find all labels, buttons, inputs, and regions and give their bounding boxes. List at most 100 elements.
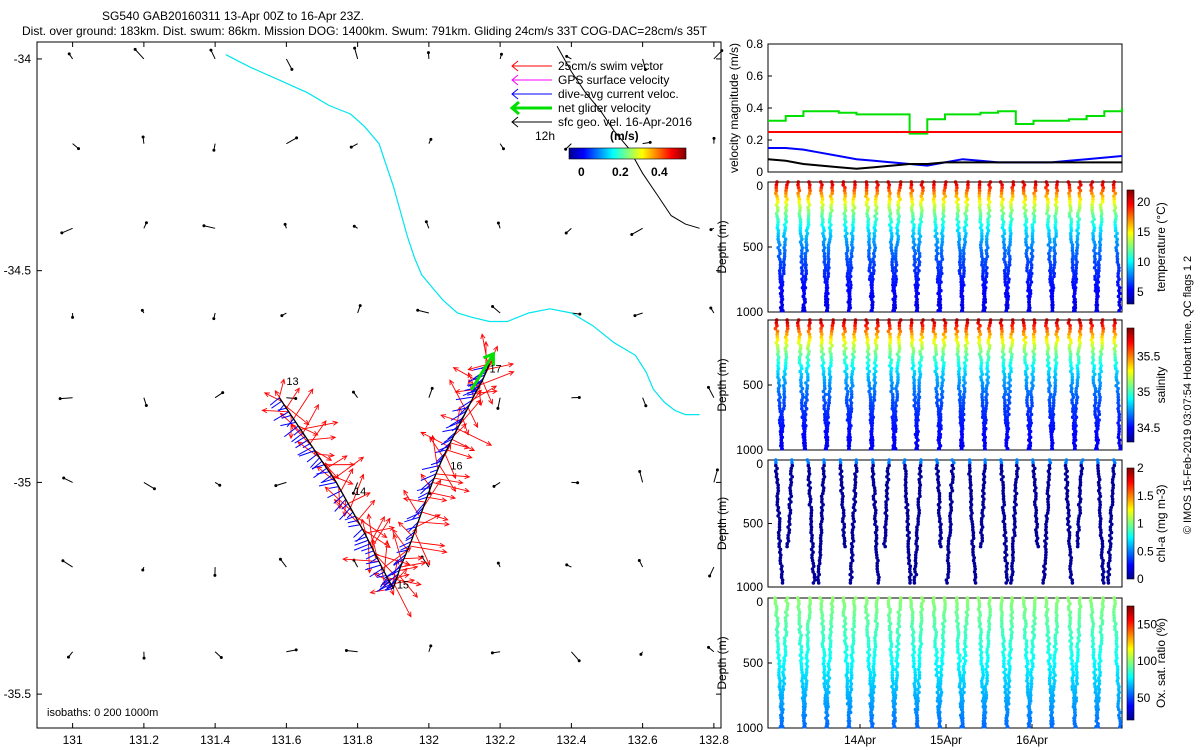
temperature-sample (896, 220, 901, 224)
sfc-geo-vector (428, 388, 433, 398)
chlorophyll-sample (785, 544, 789, 549)
temperature-sample (805, 231, 810, 236)
temperature-sample (843, 208, 848, 213)
temperature-sample (955, 185, 959, 190)
swim-vector (403, 557, 423, 560)
temperature-sample (1073, 286, 1078, 290)
sfc-geo-vector-head (294, 648, 298, 652)
swim-vector-head (261, 407, 268, 414)
chlorophyll-sample (780, 581, 785, 585)
swim-vector-head (464, 429, 470, 436)
salinity-colorbar-label: salinity (1154, 367, 1168, 404)
temperature-sample (1114, 214, 1118, 219)
temperature-sample (823, 303, 828, 307)
dac-vector (383, 573, 399, 586)
swim-vector-head (384, 539, 390, 546)
temperature-sample (983, 260, 988, 264)
temperature-sample (943, 183, 948, 187)
temperature-sample (847, 300, 852, 304)
swim-vector-head (332, 420, 339, 426)
temperature-sample (911, 214, 915, 219)
swim-vector (264, 392, 282, 402)
temperature-sample (909, 183, 914, 187)
title-line-2: Dist. over ground: 183km. Dist. swum: 86… (22, 24, 708, 38)
temperature-sample (821, 231, 825, 236)
temperature-sample (1074, 254, 1078, 259)
map-ticks: 131 131.2 131.4 131.6 131.8 132 132.2 132.4 132.… (4, 42, 729, 747)
salinity-sample (796, 318, 801, 322)
swim-vector-head (389, 589, 395, 596)
salinity-sample (780, 444, 784, 448)
temperature-sample (909, 180, 914, 184)
temperature-sample (1000, 185, 1004, 190)
temperature-sample (825, 297, 830, 302)
swim-vector (440, 414, 462, 423)
chlorophyll-colorbar-tick: 0.5 (1137, 544, 1154, 558)
dac-vector (420, 473, 437, 481)
temperature-sample (779, 300, 784, 304)
map-legend: 25cm/s swim vector GPS surface velocity … (509, 59, 692, 179)
temperature-sample (1000, 200, 1004, 204)
temperature-sample (1011, 180, 1015, 184)
swim-vector (350, 474, 364, 508)
sfc-geo-vector-head (142, 656, 146, 660)
temperature-sample (956, 203, 960, 207)
temperature-sample (1054, 211, 1058, 216)
temperature-sample (898, 183, 903, 187)
temperature-sample (826, 274, 830, 279)
temperature-sample (958, 257, 963, 262)
temperature-sample (1113, 191, 1118, 196)
dac-vector (380, 579, 389, 586)
salinity-sample (773, 326, 778, 331)
temperature-sample (1010, 197, 1014, 201)
temperature-sample (783, 243, 787, 247)
swim-vector (427, 496, 447, 502)
temperature-sample (935, 280, 940, 284)
salinity-sample (822, 412, 827, 417)
temperature-sample (1033, 203, 1037, 207)
temperature-sample (932, 205, 937, 210)
temperature-sample (980, 254, 984, 259)
salinity-sample (802, 429, 807, 434)
temperature-sample (783, 228, 787, 233)
temperature-sample (982, 283, 987, 287)
temperature-sample (803, 300, 807, 304)
temperature-sample (956, 220, 961, 224)
dac-vector (321, 474, 332, 483)
temperature-sample (1028, 294, 1032, 299)
temperature-sample (775, 194, 779, 199)
salinity-sample (802, 446, 807, 451)
sfc-geo-vector-head (564, 231, 568, 235)
temperature-sample (919, 200, 923, 204)
temperature-sample (1006, 268, 1011, 273)
temperature-sample (980, 231, 984, 236)
temperature-sample (977, 191, 982, 196)
swim-vector-head (467, 365, 474, 371)
temperature-sample (1009, 200, 1013, 204)
salinity-sample (842, 318, 847, 322)
dac-vector (391, 562, 403, 576)
dac-vector (385, 587, 394, 591)
temperature-sample (962, 237, 967, 241)
temperature-sample (892, 286, 896, 290)
salinity-sample (820, 364, 825, 368)
salinity-sample (819, 335, 824, 340)
temperature-sample (935, 246, 940, 250)
temperature-sample (938, 274, 943, 279)
temperature-sample (1113, 217, 1118, 221)
sfc-geo-vector (275, 481, 287, 487)
salinity-sample (775, 335, 780, 340)
temperature-sample (910, 203, 915, 207)
temperature-sample (1101, 180, 1105, 184)
temperature-sample (806, 197, 810, 201)
salinity-sample (828, 341, 833, 345)
salinity-sample (846, 409, 851, 414)
temperature-sample (803, 257, 808, 262)
temperature-sample (1052, 274, 1056, 279)
temperature-sample (894, 274, 898, 279)
temperature-sample (962, 266, 966, 270)
velocity-ticks: 00.20.40.60.8 (746, 37, 772, 179)
temperature-sample (988, 180, 993, 184)
temperature-sample (799, 260, 804, 264)
temperature-sample (1007, 246, 1011, 250)
